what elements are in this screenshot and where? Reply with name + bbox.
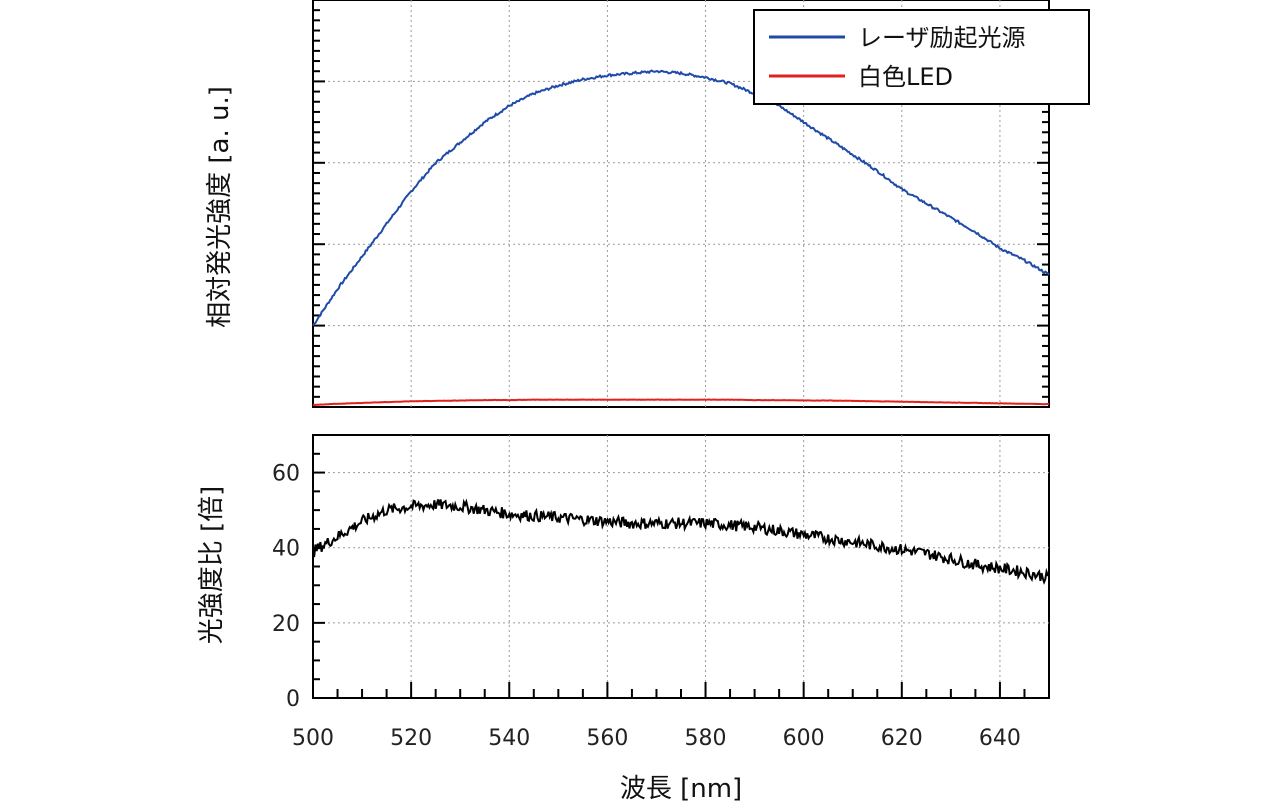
bottom-ticks [312,452,1050,698]
y-tick-label: 20 [272,612,300,637]
x-tick-label: 500 [292,726,334,751]
bottom-y-axis-title: 光強度比 [倍] [197,486,227,645]
x-tick-label: 640 [979,726,1021,751]
legend-label-led: 白色LED [858,63,953,91]
x-tick-labels: 500 520 540 560 580 600 620 640 [292,726,1021,751]
y-tick-label: 40 [272,537,300,562]
legend-label-laser: レーザ励起光源 [858,24,1026,52]
x-tick-label: 600 [783,726,825,751]
bottom-plot-frame [312,434,1050,699]
series-line-led [312,398,1050,407]
series-line-laser [312,69,1050,327]
x-axis-title: 波長 [nm] [620,774,742,804]
y-tick-label: 60 [272,462,300,487]
bottom-series-group [313,498,1050,585]
top-y-axis-title: 相対発光強度 [a. u.] [205,86,235,328]
x-tick-label: 620 [881,726,923,751]
y-tick-label: 0 [286,687,300,712]
legend-box [753,9,1090,105]
x-tick-label: 540 [488,726,530,751]
x-tick-label: 560 [586,726,628,751]
x-tick-label: 580 [685,726,727,751]
series-line-ratio [313,498,1050,585]
top-chart-panel: レーザ励起光源 白色LED 相対発光強度 [a. u.] [205,0,1090,408]
bottom-grid [313,435,1049,698]
y-tick-labels: 0 20 40 60 [272,462,300,712]
x-tick-label: 520 [390,726,432,751]
top-series-group [312,69,1050,407]
legend: レーザ励起光源 白色LED [753,9,1090,105]
bottom-chart-panel: 500 520 540 560 580 600 620 640 0 20 40 60 光強度比 [倍… [197,434,1050,804]
